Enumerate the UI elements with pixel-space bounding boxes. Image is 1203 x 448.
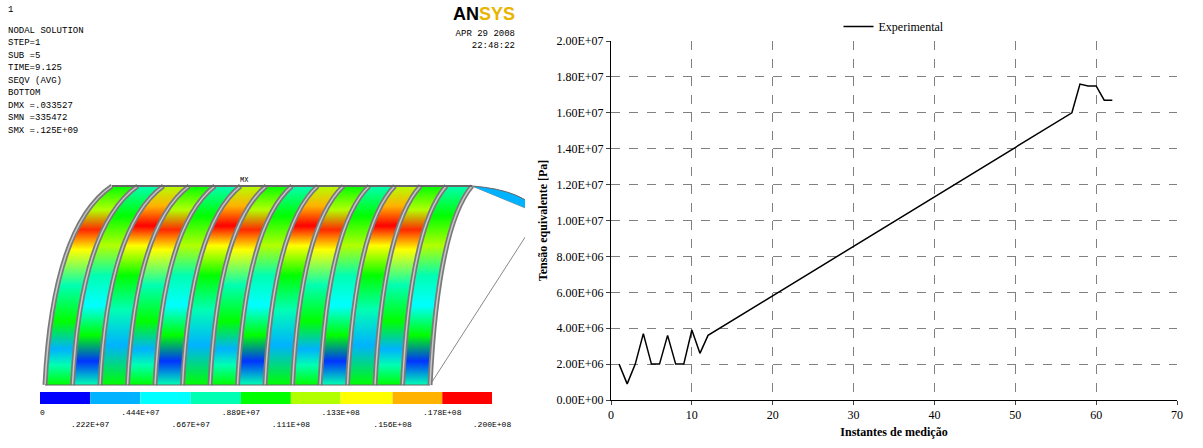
svg-text:30: 30 — [848, 408, 860, 422]
svg-text:22:48:22: 22:48:22 — [472, 41, 515, 51]
svg-text:8.00E+06: 8.00E+06 — [556, 250, 603, 264]
svg-text:SUB =5: SUB =5 — [8, 51, 40, 61]
svg-text:Instantes de medição: Instantes de medição — [840, 425, 947, 439]
svg-text:70: 70 — [1171, 408, 1183, 422]
svg-text:40: 40 — [928, 408, 940, 422]
svg-text:SMX =.125E+09: SMX =.125E+09 — [8, 126, 78, 136]
svg-text:.222E+07: .222E+07 — [71, 420, 110, 429]
svg-text:20: 20 — [767, 408, 779, 422]
svg-text:BOTTOM: BOTTOM — [8, 88, 40, 98]
svg-text:10: 10 — [686, 408, 698, 422]
svg-text:.889E+07: .889E+07 — [222, 408, 261, 417]
svg-text:.178E+08: .178E+08 — [423, 408, 462, 417]
svg-text:2.00E+07: 2.00E+07 — [556, 34, 603, 48]
svg-text:MX: MX — [240, 176, 249, 184]
svg-text:Tensão equivalente [Pa]: Tensão equivalente [Pa] — [536, 160, 550, 282]
svg-text:.444E+07: .444E+07 — [121, 408, 160, 417]
svg-text:APR 29 2008: APR 29 2008 — [456, 29, 515, 39]
svg-text:1.60E+07: 1.60E+07 — [556, 106, 603, 120]
svg-text:0: 0 — [40, 408, 45, 417]
svg-text:SMN =335472: SMN =335472 — [8, 113, 67, 123]
svg-text:1.00E+07: 1.00E+07 — [556, 214, 603, 228]
svg-text:1.80E+07: 1.80E+07 — [556, 70, 603, 84]
svg-text:6.00E+06: 6.00E+06 — [556, 286, 603, 300]
svg-text:SEQV (AVG): SEQV (AVG) — [8, 76, 62, 86]
svg-text:2.00E+06: 2.00E+06 — [556, 357, 603, 371]
svg-text:0.00E+00: 0.00E+00 — [556, 393, 603, 407]
svg-text:TIME=9.125: TIME=9.125 — [8, 63, 62, 73]
svg-text:0: 0 — [608, 408, 614, 422]
svg-text:DMX =.033527: DMX =.033527 — [8, 101, 73, 111]
svg-text:NODAL SOLUTION: NODAL SOLUTION — [8, 26, 84, 36]
svg-text:60: 60 — [1090, 408, 1102, 422]
svg-text:.200E+08: .200E+08 — [473, 420, 512, 429]
svg-text:.133E+08: .133E+08 — [321, 408, 360, 417]
svg-text:1: 1 — [8, 5, 13, 15]
svg-text:.667E+07: .667E+07 — [172, 420, 211, 429]
svg-text:.156E+08: .156E+08 — [373, 420, 412, 429]
svg-text:4.00E+06: 4.00E+06 — [556, 321, 603, 335]
svg-text:50: 50 — [1009, 408, 1021, 422]
svg-text:.111E+08: .111E+08 — [272, 420, 311, 429]
svg-text:STEP=1: STEP=1 — [8, 38, 40, 48]
svg-text:1.40E+07: 1.40E+07 — [556, 142, 603, 156]
svg-text:Experimental: Experimental — [879, 20, 944, 34]
svg-text:1.20E+07: 1.20E+07 — [556, 178, 603, 192]
svg-text:ANSYS: ANSYS — [453, 4, 515, 24]
